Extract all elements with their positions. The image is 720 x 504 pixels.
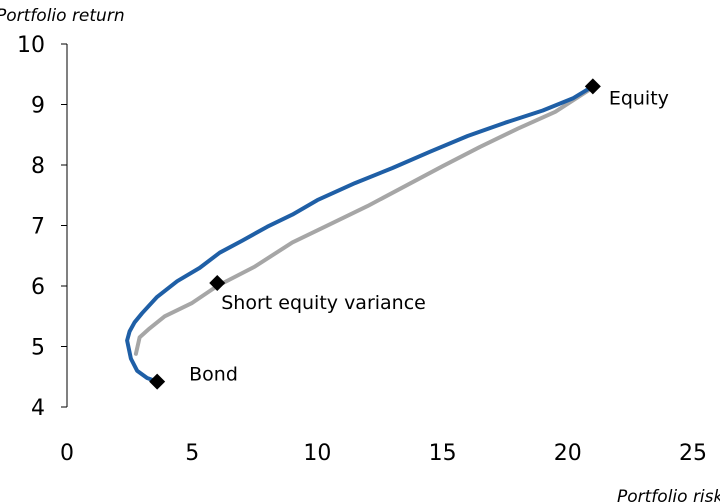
series-line: [125, 84, 595, 384]
x-tick-label: 0: [60, 441, 74, 466]
y-tick-label: 6: [31, 275, 45, 300]
x-axis-title: Portfolio risk: [617, 487, 720, 504]
point-marker: [149, 373, 166, 390]
point-marker: [209, 274, 226, 291]
x-tick-label: 15: [429, 441, 457, 466]
point-label: Equity: [609, 87, 669, 109]
x-tick-label: 20: [554, 441, 582, 466]
x-tick-label: 10: [303, 441, 331, 466]
x-tick-label: 25: [679, 441, 707, 466]
point-label: Bond: [189, 364, 238, 386]
x-tick-label: 5: [185, 441, 199, 466]
point-marker: [584, 78, 601, 95]
point-label: Short equity variance: [221, 292, 426, 314]
y-tick-label: 7: [31, 215, 45, 240]
series-line: [133, 85, 595, 356]
y-tick-label: 5: [31, 336, 45, 361]
y-tick-label: 8: [31, 154, 45, 179]
y-tick-label: 4: [31, 396, 45, 421]
y-axis-title: Portfolio return: [0, 6, 125, 26]
y-tick-label: 10: [17, 33, 45, 58]
y-tick-label: 9: [31, 94, 45, 119]
